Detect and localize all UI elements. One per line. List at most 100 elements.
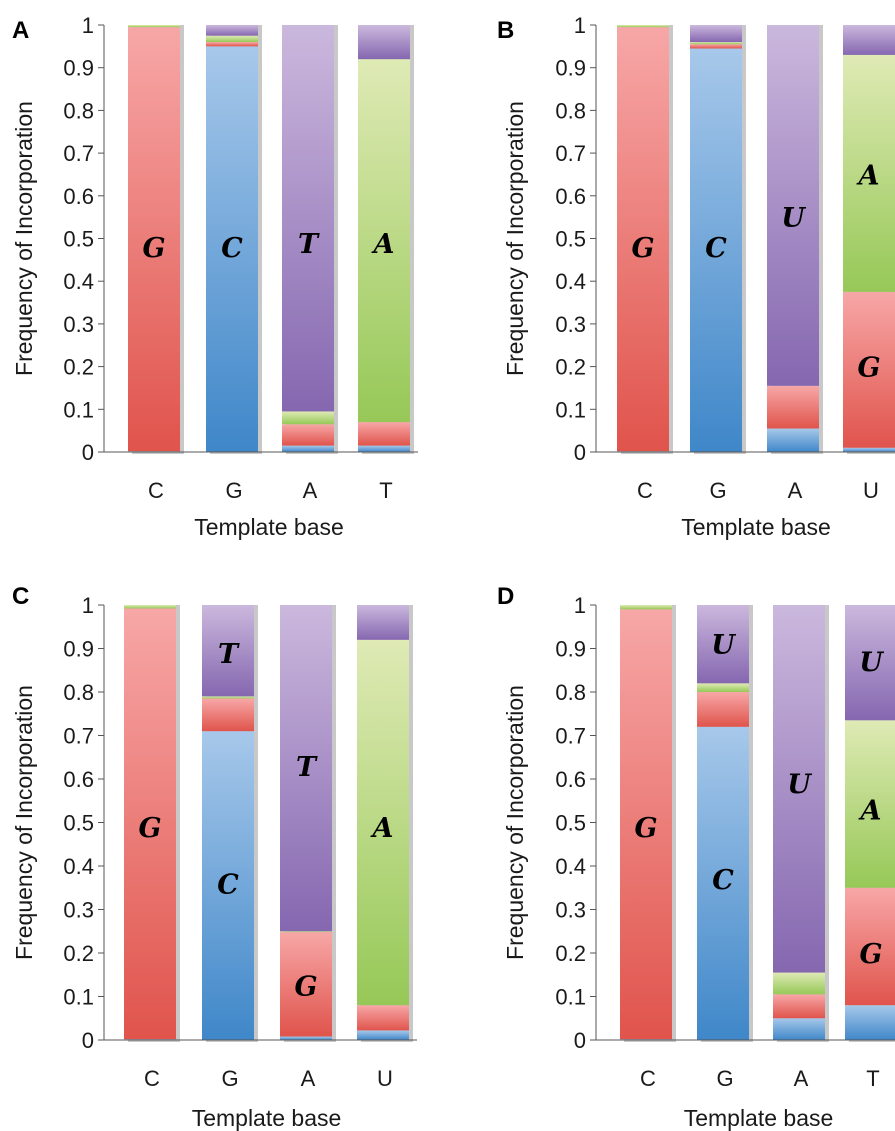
y-tick-label: 0.5 — [555, 227, 586, 252]
bar-g — [690, 25, 746, 454]
segment-label: T — [298, 229, 320, 260]
bar-a — [280, 605, 336, 1042]
panel-b: B 0 0.1 0.2 0.3 0.4 0.5 0.6 0.7 0.8 0.9 1 Frequency … — [497, 13, 895, 540]
panel-letter: C — [12, 583, 29, 610]
segment-label: G — [142, 233, 165, 264]
bar-segment-purple — [358, 25, 410, 60]
y-tick-label: 0.2 — [63, 941, 94, 966]
bar-segment-blue — [767, 428, 819, 452]
y-tick-label: 0.1 — [555, 397, 586, 422]
x-axis-title: Template base — [194, 514, 344, 540]
bar-segment-purple — [773, 605, 825, 973]
y-tick-label: 0.5 — [63, 811, 94, 836]
x-tick-label: T — [866, 1066, 879, 1091]
bar-segment-red — [690, 44, 742, 49]
y-axis-title: Frequency of Incorporation — [502, 101, 528, 376]
x-axis-title: Template base — [192, 1105, 342, 1131]
x-tick-label: C — [640, 1066, 656, 1091]
bar-segment-purple — [202, 605, 254, 697]
bar-segment-red — [206, 42, 258, 47]
bar-segment-purple — [206, 25, 258, 36]
bar-segment-blue — [845, 1005, 895, 1040]
bar-a — [773, 605, 829, 1042]
x-tick-label: A — [788, 478, 803, 503]
y-tick-label: 0.8 — [63, 98, 94, 123]
y-tick-label: 0.6 — [63, 767, 94, 792]
bar-c — [620, 605, 676, 1042]
bar-segment-green — [773, 972, 825, 995]
bar-segment-green — [617, 25, 669, 28]
segment-label: G — [857, 353, 880, 384]
segment-label: A — [856, 160, 880, 191]
y-tick-label: 0.2 — [555, 355, 586, 380]
x-tick-label: A — [303, 478, 318, 503]
y-axis-title: Frequency of Incorporation — [11, 685, 37, 960]
y-tick-label: 1 — [82, 13, 94, 38]
segment-label: T — [218, 639, 240, 670]
bar-segment-green — [690, 42, 742, 45]
bar-segment-green — [282, 411, 334, 425]
bar-segment-purple — [845, 605, 895, 721]
y-tick-label: 0.6 — [555, 767, 586, 792]
segment-label: C — [705, 233, 727, 264]
bar-segment-green — [358, 59, 410, 423]
y-tick-label: 0.3 — [555, 898, 586, 923]
bar-segment-green — [280, 931, 332, 933]
segment-label: U — [859, 648, 884, 679]
bar-g — [206, 25, 262, 454]
panel-letter: D — [497, 583, 514, 610]
x-tick-label: A — [301, 1066, 316, 1091]
y-tick-label: 0.9 — [63, 56, 94, 81]
bar-t — [845, 605, 895, 1042]
bar-segment-purple — [280, 605, 332, 932]
bar-u — [357, 605, 413, 1042]
bar-a — [767, 25, 823, 454]
y-tick-label: 0 — [574, 440, 586, 465]
bar-segment-blue — [280, 1036, 332, 1040]
y-tick-label: 0.8 — [555, 680, 586, 705]
bar-segment-purple — [357, 605, 409, 640]
segment-label: C — [712, 865, 734, 896]
segment-label: C — [217, 869, 239, 900]
y-tick-label: 0.8 — [63, 680, 94, 705]
panel-letter: B — [497, 17, 514, 44]
y-tick-label: 0.6 — [63, 184, 94, 209]
x-tick-label: G — [709, 478, 726, 503]
x-tick-label: U — [377, 1066, 393, 1091]
y-tick-label: 0.8 — [555, 98, 586, 123]
y-tick-label: 0.9 — [555, 637, 586, 662]
bar-segment-red — [202, 698, 254, 732]
panel-c: C 0 0.1 0.2 0.3 0.4 0.5 0.6 0.7 0.8 0.9 1 Frequency … — [11, 583, 417, 1131]
panel-a: A 0 0.1 0.2 0.3 0.4 0.5 0.6 0.7 0.8 0.9 1 Frequency … — [11, 13, 418, 540]
y-tick-label: 0 — [82, 1028, 94, 1053]
x-tick-label: G — [716, 1066, 733, 1091]
y-tick-label: 0.7 — [555, 724, 586, 749]
y-axis-title: Frequency of Incorporation — [11, 101, 37, 376]
bar-segment-purple — [767, 25, 819, 386]
segment-label: A — [371, 229, 395, 260]
x-tick-label: A — [794, 1066, 809, 1091]
bar-segment-purple — [690, 25, 742, 43]
bar-segment-green — [124, 605, 176, 609]
bar-segment-green — [620, 605, 672, 610]
segment-label: G — [634, 813, 657, 844]
bar-c — [617, 25, 673, 454]
y-tick-label: 0 — [82, 440, 94, 465]
bar-c — [128, 25, 184, 454]
bar-segment-red — [282, 424, 334, 446]
x-tick-label: G — [221, 1066, 238, 1091]
bar-segment-green — [697, 683, 749, 692]
y-tick-label: 0.7 — [555, 141, 586, 166]
y-tick-label: 0.5 — [63, 227, 94, 252]
y-tick-label: 0.3 — [555, 312, 586, 337]
bar-c — [124, 605, 180, 1042]
bar-segment-red — [357, 1005, 409, 1031]
segment-label: U — [787, 769, 812, 800]
y-tick-label: 0.4 — [63, 854, 94, 879]
y-tick-label: 0 — [574, 1028, 586, 1053]
bar-segment-purple — [282, 25, 334, 412]
y-tick-label: 0.6 — [555, 184, 586, 209]
segment-label: T — [296, 752, 318, 783]
segment-label: U — [711, 630, 736, 661]
